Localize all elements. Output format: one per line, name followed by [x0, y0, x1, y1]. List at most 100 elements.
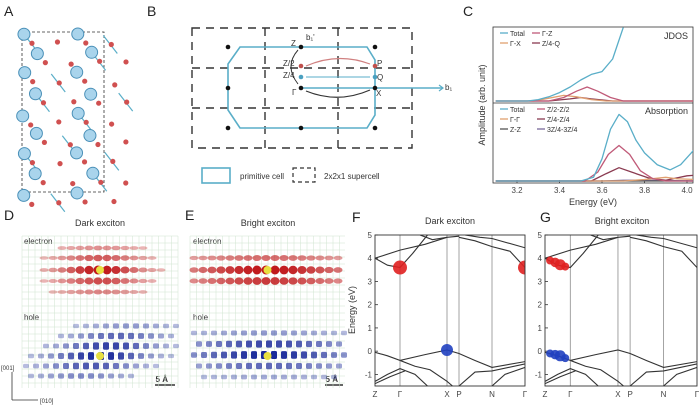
- electron-density-blob: [129, 278, 139, 284]
- hole-density-blob: [256, 362, 262, 370]
- electron-density-blob: [48, 267, 58, 273]
- band-line: [458, 363, 525, 386]
- y-tick-label: -1: [535, 370, 543, 379]
- k-point-dot: [225, 44, 231, 50]
- hole-density-blob: [68, 373, 74, 379]
- primitive-cell-outline: [227, 46, 376, 129]
- exciton-weight-marker: [561, 262, 570, 271]
- k-point-dot: [372, 74, 378, 80]
- exciton-weight-marker: [561, 354, 570, 363]
- series-line: [495, 86, 693, 102]
- hole-density-blob: [88, 352, 94, 360]
- electron-density-blob: [288, 255, 298, 261]
- hole-density-blob: [168, 333, 174, 339]
- hole-density-blob: [23, 363, 29, 369]
- y-tick-label: 2: [368, 301, 373, 310]
- hole-density-blob: [118, 373, 124, 379]
- hole-density-blob: [311, 351, 317, 359]
- hole-density-blob: [211, 351, 217, 359]
- heavy-atom: [83, 129, 97, 143]
- electron-density-blob: [138, 267, 148, 273]
- band-line: [399, 359, 453, 386]
- hole-density-blob: [281, 374, 287, 380]
- electron-density-blob: [138, 255, 148, 261]
- light-atom: [124, 99, 130, 105]
- electron-density-blob: [120, 245, 130, 251]
- arrow-head: [438, 84, 444, 92]
- plot-frame: [374, 234, 526, 387]
- electron-density-blob: [84, 265, 94, 275]
- electron-label-d: electron: [24, 237, 52, 246]
- k-point-dot: [298, 85, 304, 91]
- electron-density-blob: [120, 289, 130, 295]
- hole-density-blob: [153, 343, 159, 349]
- heavy-atom: [30, 47, 44, 61]
- hole-density-blob: [43, 363, 49, 369]
- hole-density-blob: [231, 330, 237, 336]
- hole-density-blob: [93, 362, 99, 370]
- scale-bar-label-d: 5 Å: [156, 375, 169, 384]
- electron-density-blob: [261, 255, 271, 261]
- point-label-p: P: [377, 59, 382, 68]
- hole-density-blob: [286, 340, 292, 348]
- hole-density-blob: [163, 323, 169, 329]
- hole-density-blob: [341, 352, 347, 358]
- hole-density-blob: [68, 352, 74, 360]
- hole-density-blob: [103, 342, 109, 350]
- electron-density-blob: [57, 278, 67, 284]
- hole-density-blob: [88, 373, 94, 379]
- legend-label: Γ-X: [510, 41, 521, 48]
- electron-density-blob: [93, 277, 103, 285]
- electron-density-blob: [270, 265, 280, 275]
- hole-density-blob: [331, 352, 337, 358]
- k-point-dot: [225, 85, 231, 91]
- hole-density-blob: [83, 342, 89, 350]
- k-point-label: Γ: [523, 390, 528, 399]
- band-line: [464, 235, 525, 249]
- hole-density-blob: [128, 373, 134, 379]
- light-atom: [110, 158, 116, 164]
- electron-density-blob: [39, 256, 49, 260]
- hole-density-blob: [261, 374, 267, 380]
- light-atom: [83, 119, 89, 125]
- hole-density-blob: [83, 362, 89, 370]
- hole-density-blob: [316, 363, 322, 369]
- b1-label: b₁: [445, 83, 452, 92]
- hole-density-blob: [58, 373, 64, 379]
- plot-frame: [492, 26, 694, 184]
- y-tick-label: 5: [538, 231, 543, 240]
- hole-density-blob: [123, 323, 129, 329]
- electron-density-blob: [315, 277, 325, 285]
- exciton-weight-marker: [441, 343, 453, 356]
- light-atom: [123, 59, 129, 65]
- heavy-atom: [86, 166, 100, 180]
- hole-density-blob: [68, 333, 74, 339]
- hole-density-blob: [78, 373, 84, 379]
- hole-density-blob: [118, 332, 124, 340]
- k-point-dot: [298, 63, 304, 69]
- band-line: [458, 236, 525, 268]
- exciton-weight-marker: [393, 260, 407, 275]
- panel-label-a: A: [4, 3, 14, 19]
- hole-density-blob: [261, 330, 267, 336]
- electron-density-blob: [120, 255, 130, 261]
- k-point-dot: [298, 74, 304, 80]
- light-atom: [57, 161, 63, 167]
- hole-density-blob: [63, 362, 69, 370]
- light-atom: [56, 80, 62, 86]
- panel-title-f: Dark exciton: [425, 216, 475, 226]
- electron-density-blob: [216, 266, 226, 274]
- hole-density-blob: [336, 363, 342, 369]
- electron-density-blob: [129, 267, 139, 273]
- hole-density-blob: [93, 342, 99, 350]
- light-atom: [98, 179, 104, 185]
- electron-density-blob: [252, 255, 262, 261]
- electron-density-blob: [324, 255, 334, 261]
- electron-density-blob: [252, 277, 262, 285]
- legend-label: Γ-Γ: [510, 117, 520, 124]
- hole-density-blob: [78, 352, 84, 360]
- hole-density-blob: [311, 330, 317, 336]
- hole-density-blob: [251, 374, 257, 380]
- electron-density-blob: [288, 265, 298, 275]
- electron-density-blob: [84, 289, 94, 295]
